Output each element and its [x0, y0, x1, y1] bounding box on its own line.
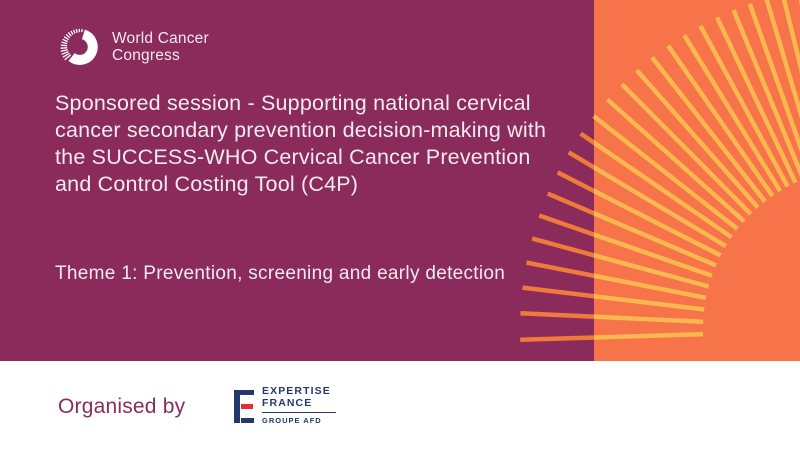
- ef-subtext: GROUPE AFD: [262, 416, 322, 425]
- ef-glyph-bottom-bar: [241, 418, 254, 423]
- ef-divider-rule: [262, 411, 336, 413]
- sunburst-art: [520, 0, 800, 361]
- footer-bar: [0, 361, 800, 450]
- session-title-line4: and Control Costing Tool (C4P): [55, 172, 359, 196]
- ef-name-line2: FRANCE: [262, 396, 313, 409]
- organised-by-label: Organised by: [58, 395, 186, 418]
- brand-name-line1: World Cancer: [112, 30, 209, 47]
- session-title-line1: Sponsored session - Supporting national …: [55, 91, 531, 115]
- brand-header: World Cancer Congress: [60, 27, 209, 67]
- ef-glyph-top-bar: [234, 390, 254, 395]
- ef-glyph-red-bar: [241, 404, 253, 409]
- session-title-line3: the SUCCESS-WHO Cervical Cancer Preventi…: [55, 145, 531, 169]
- session-title: Sponsored session - Supporting national …: [55, 90, 615, 198]
- brand-name: World Cancer Congress: [112, 30, 209, 64]
- sun-rays-over-orange: [594, 0, 800, 340]
- theme-label: Theme 1: Prevention, screening and early…: [55, 263, 506, 284]
- expertise-france-logo: EXPERTISE FRANCE GROUPE AFD: [234, 385, 364, 428]
- ef-glyph-vertical-bar: [234, 390, 240, 423]
- session-title-line2: cancer secondary prevention decision-mak…: [55, 118, 547, 142]
- ef-name-line1: EXPERTISE: [262, 385, 331, 397]
- brand-name-line2: Congress: [112, 47, 180, 64]
- world-cancer-congress-logo-icon: [60, 28, 98, 65]
- expertise-france-glyph-icon: [234, 390, 254, 423]
- expertise-france-wordmark: EXPERTISE FRANCE GROUPE AFD: [262, 385, 336, 425]
